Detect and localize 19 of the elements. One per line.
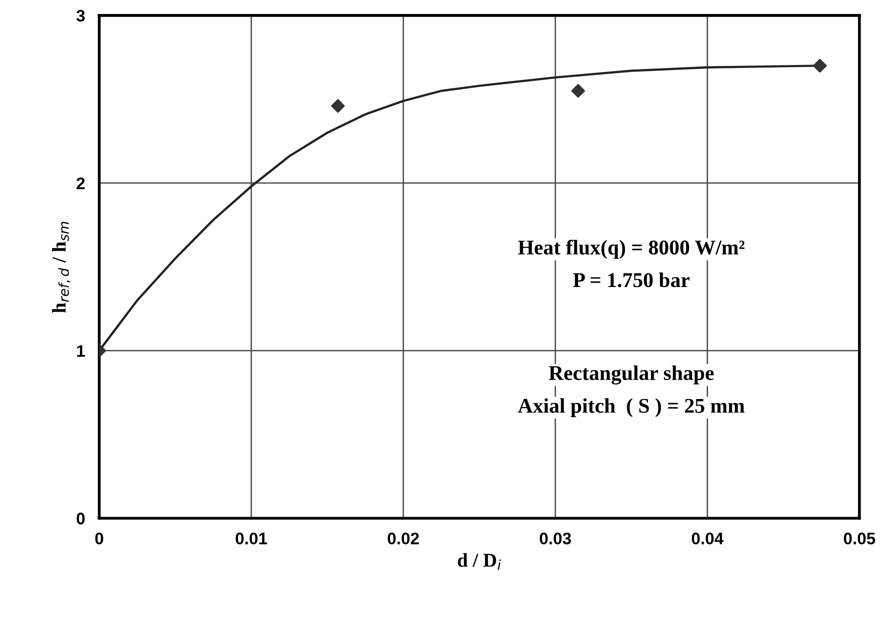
x-tick-label: 0.04	[692, 532, 724, 544]
point	[331, 99, 345, 113]
annotation: P = 1.750 bar	[573, 272, 690, 288]
x-tick-label: 0.01	[236, 532, 268, 544]
annotation: Rectangular shape	[548, 365, 714, 384]
y-tick-label: 3	[76, 10, 85, 22]
y-tick-label: 1	[77, 345, 85, 357]
point	[571, 84, 586, 98]
annotation: Axial pitch ( S ) = 25 mm	[518, 398, 745, 418]
y-axis-title: h$_{ref,d}$ / h$_{sm}$	[52, 222, 70, 313]
x-tick-label: 0.02	[388, 532, 419, 544]
y-tick-label: 0	[76, 512, 85, 524]
x-axis-title: d / D$_{i}$	[458, 553, 501, 570]
y-tick-label: 2	[76, 177, 85, 190]
annotation: Heat flux(q) = 8000 W/m²	[518, 240, 744, 259]
point	[812, 58, 827, 73]
x-tick-label: 0	[95, 532, 104, 544]
x-tick-label: 0.03	[540, 532, 571, 544]
x-tick-label: 0.05	[844, 532, 876, 544]
